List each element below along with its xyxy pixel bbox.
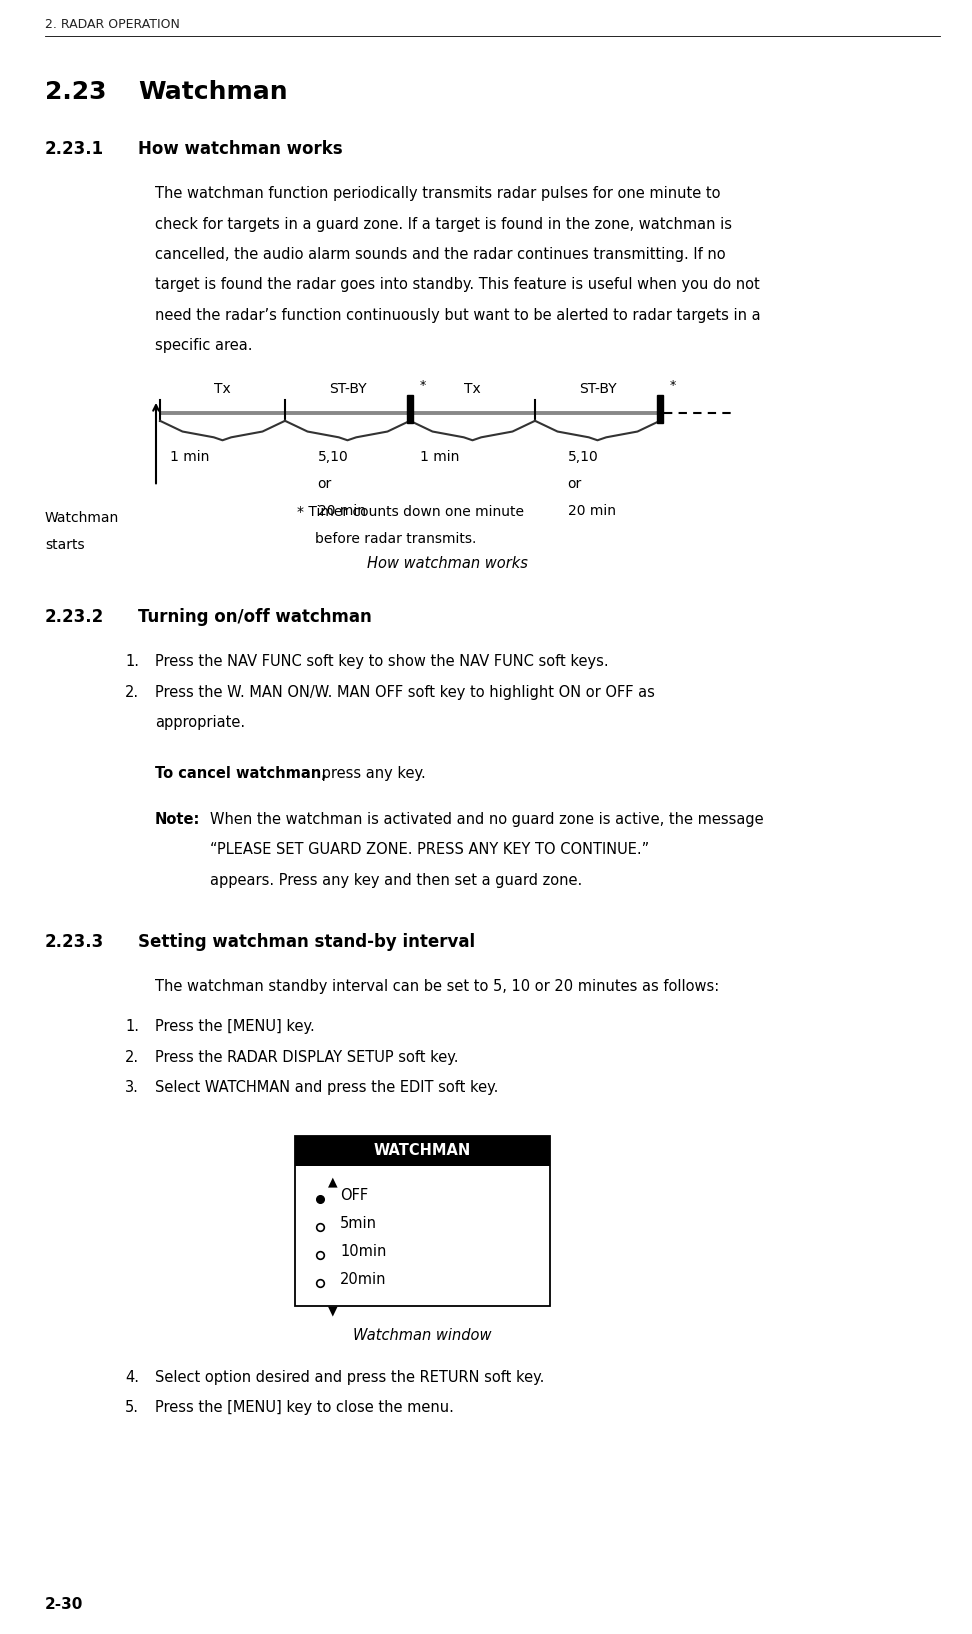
Text: Press the RADAR DISPLAY SETUP soft key.: Press the RADAR DISPLAY SETUP soft key. <box>155 1049 459 1065</box>
Text: Press the NAV FUNC soft key to show the NAV FUNC soft keys.: Press the NAV FUNC soft key to show the … <box>155 654 608 670</box>
Text: Watchman window: Watchman window <box>353 1328 492 1343</box>
Text: To cancel watchman,: To cancel watchman, <box>155 766 327 781</box>
Text: appears. Press any key and then set a guard zone.: appears. Press any key and then set a gu… <box>210 873 582 887</box>
Text: 5min: 5min <box>340 1216 377 1232</box>
Text: WATCHMAN: WATCHMAN <box>374 1144 471 1159</box>
Text: 2-30: 2-30 <box>45 1596 84 1613</box>
Text: Setting watchman stand-by interval: Setting watchman stand-by interval <box>138 933 475 951</box>
Text: *: * <box>420 379 427 392</box>
Text: 2.: 2. <box>125 685 139 699</box>
Text: target is found the radar goes into standby. This feature is useful when you do : target is found the radar goes into stan… <box>155 278 760 292</box>
Bar <box>657 395 663 423</box>
Text: 4.: 4. <box>125 1369 139 1384</box>
Text: Watchman: Watchman <box>138 80 288 105</box>
Text: 20 min: 20 min <box>318 505 365 518</box>
Text: or: or <box>318 477 331 492</box>
Text: When the watchman is activated and no guard zone is active, the message: When the watchman is activated and no gu… <box>210 812 764 827</box>
Text: 20min: 20min <box>340 1273 387 1288</box>
Text: 5.: 5. <box>125 1400 139 1415</box>
Text: 20 min: 20 min <box>568 505 615 518</box>
Text: Tx: Tx <box>214 382 231 395</box>
Text: 1.: 1. <box>125 1020 139 1034</box>
Text: Press the [MENU] key to close the menu.: Press the [MENU] key to close the menu. <box>155 1400 454 1415</box>
Text: 2.23.1: 2.23.1 <box>45 141 104 158</box>
Text: OFF: OFF <box>340 1188 368 1203</box>
Text: before radar transmits.: before radar transmits. <box>315 533 476 546</box>
Text: need the radar’s function continuously but want to be alerted to radar targets i: need the radar’s function continuously b… <box>155 307 761 324</box>
Bar <box>407 395 413 423</box>
Text: cancelled, the audio alarm sounds and the radar continues transmitting. If no: cancelled, the audio alarm sounds and th… <box>155 247 726 261</box>
Text: 5,10: 5,10 <box>568 451 598 464</box>
Text: 1 min: 1 min <box>170 451 209 464</box>
Text: Watchman: Watchman <box>45 511 120 525</box>
Text: *: * <box>670 379 677 392</box>
Text: How watchman works: How watchman works <box>367 556 528 572</box>
Bar <box>295 1136 550 1165</box>
Text: ST-BY: ST-BY <box>329 382 366 395</box>
Text: ▼: ▼ <box>329 1306 338 1317</box>
Text: specific area.: specific area. <box>155 338 253 353</box>
Text: Press the [MENU] key.: Press the [MENU] key. <box>155 1020 315 1034</box>
Text: 2.: 2. <box>125 1049 139 1065</box>
Text: ▲: ▲ <box>329 1176 338 1190</box>
Text: * Timer counts down one minute: * Timer counts down one minute <box>297 505 524 520</box>
Text: appropriate.: appropriate. <box>155 716 245 730</box>
Text: 3.: 3. <box>125 1080 139 1095</box>
Text: check for targets in a guard zone. If a target is found in the zone, watchman is: check for targets in a guard zone. If a … <box>155 216 732 232</box>
Text: 10min: 10min <box>340 1243 387 1260</box>
Text: 2. RADAR OPERATION: 2. RADAR OPERATION <box>45 18 180 31</box>
Text: Press the W. MAN ON/W. MAN OFF soft key to highlight ON or OFF as: Press the W. MAN ON/W. MAN OFF soft key … <box>155 685 655 699</box>
Text: 1 min: 1 min <box>420 451 460 464</box>
Text: Turning on/off watchman: Turning on/off watchman <box>138 608 371 626</box>
Text: The watchman function periodically transmits radar pulses for one minute to: The watchman function periodically trans… <box>155 186 720 201</box>
Text: 2.23.3: 2.23.3 <box>45 933 104 951</box>
Text: ST-BY: ST-BY <box>578 382 616 395</box>
Text: starts: starts <box>45 538 85 552</box>
Text: 1.: 1. <box>125 654 139 670</box>
Text: 2.23.2: 2.23.2 <box>45 608 104 626</box>
Text: Note:: Note: <box>155 812 200 827</box>
Text: press any key.: press any key. <box>317 766 426 781</box>
Bar <box>295 1136 550 1306</box>
Text: Select option desired and press the RETURN soft key.: Select option desired and press the RETU… <box>155 1369 544 1384</box>
Text: 2.23: 2.23 <box>45 80 107 105</box>
Text: Tx: Tx <box>464 382 481 395</box>
Text: “PLEASE SET GUARD ZONE. PRESS ANY KEY TO CONTINUE.”: “PLEASE SET GUARD ZONE. PRESS ANY KEY TO… <box>210 842 649 858</box>
Text: or: or <box>568 477 582 492</box>
Text: The watchman standby interval can be set to 5, 10 or 20 minutes as follows:: The watchman standby interval can be set… <box>155 979 719 993</box>
Text: How watchman works: How watchman works <box>138 141 342 158</box>
Text: Select WATCHMAN and press the EDIT soft key.: Select WATCHMAN and press the EDIT soft … <box>155 1080 499 1095</box>
Text: 5,10: 5,10 <box>318 451 348 464</box>
